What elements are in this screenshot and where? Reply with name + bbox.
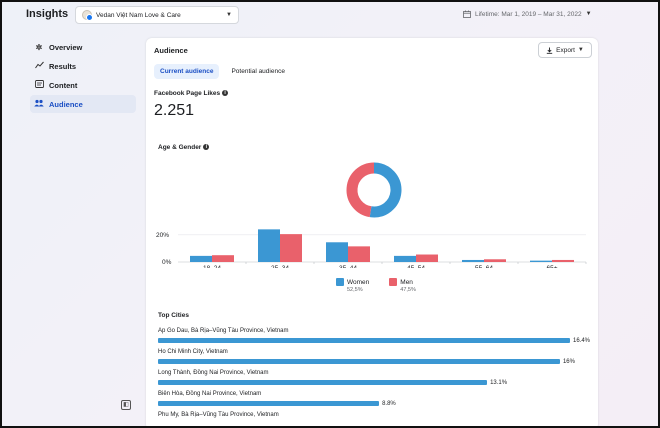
chevron-down-icon: ▼ [577, 47, 584, 53]
sidebar-item-label: Overview [49, 42, 83, 52]
legend-percent: 52,5% [347, 287, 363, 293]
city-row: Phu My, Bà Rịa–Vũng Tàu Province, Vietna… [158, 412, 279, 420]
info-icon[interactable]: i [203, 144, 210, 150]
bar-women [190, 255, 212, 262]
x-tick-label: 55–64 [475, 265, 493, 268]
donut-slice-women [369, 162, 402, 218]
legend-percent: 47,5% [400, 287, 416, 293]
y-tick-label: 20% [156, 232, 169, 239]
bar-men [348, 246, 370, 262]
city-bar [158, 380, 488, 385]
page-avatar [82, 10, 93, 21]
audience-panel: Audience Export ▼ Current audience Poten… [146, 38, 598, 428]
page-name: Vedan Việt Nam Love & Care [96, 11, 181, 19]
sidebar-item-label: Content [49, 80, 78, 90]
sidebar-item-label: Results [49, 61, 77, 71]
trend-icon [34, 61, 44, 71]
city-percent: 16% [562, 358, 575, 365]
x-tick-label: 25–34 [271, 265, 289, 268]
app-title: Insights [26, 8, 69, 20]
tab-current-audience[interactable]: Current audience [154, 64, 220, 79]
chevron-down-icon: ▼ [585, 11, 592, 17]
page-likes-text: Facebook Page Likes [154, 90, 221, 97]
chart-legend: Women 52,5% Men 47,5% [336, 278, 416, 293]
bar-women [326, 242, 348, 262]
date-range-picker[interactable]: Lifetime: Mar 1, 2019 – Mar 31, 2022 ▼ [463, 10, 592, 18]
sidebar-item-audience[interactable]: Audience [30, 95, 136, 113]
x-tick-label: 65+ [546, 265, 557, 268]
city-percent: 13.1% [490, 379, 508, 386]
bar-women [258, 229, 280, 262]
gender-donut-chart [346, 162, 402, 218]
collapse-sidebar-icon[interactable]: ◧ [121, 400, 131, 410]
city-row: Biên Hòa, Đồng Nai Province, Vietnam 8.8% [158, 391, 396, 407]
age-gender-bar-chart: 20% 0% 18–24 25–34 35–44 45–54 55–64 65+ [156, 229, 587, 268]
sidebar-item-content[interactable]: Content [30, 76, 136, 94]
bar-men [484, 259, 506, 262]
export-label: Export [556, 46, 575, 54]
top-bar: Insights Vedan Việt Nam Love & Care ▼ Li… [0, 0, 660, 30]
panel-title: Audience [154, 46, 188, 55]
city-name: Phu My, Bà Rịa–Vũng Tàu Province, Vietna… [158, 412, 279, 418]
sidebar-item-results[interactable]: Results [30, 57, 136, 75]
download-icon [546, 47, 553, 54]
tab-potential-audience[interactable]: Potential audience [231, 68, 285, 75]
city-name: Biên Hòa, Đồng Nai Province, Vietnam [158, 391, 262, 397]
legend-item-women: Women 52,5% [336, 278, 369, 293]
legend-label: Men [400, 278, 413, 286]
page-likes-value: 2.251 [154, 102, 195, 119]
city-name: Ho Chi Minh City, Vietnam [158, 349, 228, 355]
city-name: Long Thành, Đồng Nai Province, Vietnam [158, 370, 269, 376]
bar-women [394, 255, 416, 262]
bar-men [212, 255, 234, 262]
city-bar [158, 359, 560, 364]
info-icon[interactable]: i [222, 90, 229, 96]
calendar-icon [463, 10, 471, 18]
sparkle-icon: ✲ [35, 42, 43, 52]
date-range-label: Lifetime: Mar 1, 2019 – Mar 31, 2022 [475, 10, 582, 18]
export-button[interactable]: Export ▼ [538, 42, 592, 58]
bar-women [530, 260, 552, 262]
city-row: Ho Chi Minh City, Vietnam 16% [158, 349, 575, 365]
legend-swatch [336, 278, 344, 286]
city-name: Ap Go Dau, Bà Rịa–Vũng Tàu Province, Vie… [158, 328, 289, 334]
x-tick-label: 35–44 [339, 265, 357, 268]
city-row: Ap Go Dau, Bà Rịa–Vũng Tàu Province, Vie… [158, 328, 590, 344]
city-bar [158, 338, 570, 343]
legend-item-men: Men 47,5% [389, 278, 416, 293]
audience-tabs: Current audience Potential audience [154, 64, 291, 79]
x-tick-label: 18–24 [203, 265, 221, 268]
bar-women [462, 259, 484, 262]
legend-swatch [389, 278, 398, 286]
bar-men [280, 234, 302, 262]
city-row: Long Thành, Đồng Nai Province, Vietnam 13… [158, 370, 507, 386]
age-gender-text: Age & Gender [158, 144, 202, 151]
chevron-down-icon: ▼ [226, 12, 232, 18]
legend-label: Women [347, 278, 370, 286]
bar-men [552, 259, 574, 262]
top-cities-label: Top Cities [158, 312, 189, 319]
x-tick-label: 45–54 [407, 265, 425, 268]
bar-men [416, 254, 438, 262]
page-selector[interactable]: Vedan Việt Nam Love & Care ▼ [75, 6, 239, 24]
donut-slice-men [346, 162, 375, 218]
city-bar [158, 401, 380, 406]
age-gender-label: Age & Gender i [158, 144, 210, 151]
city-percent: 16.4% [573, 337, 591, 344]
content-icon [34, 80, 44, 90]
sidebar: ✲ Overview Results Content Audience [30, 38, 136, 114]
sidebar-item-label: Audience [49, 99, 83, 109]
page-likes-label: Facebook Page Likes i [154, 90, 229, 97]
city-percent: 8.8% [382, 400, 396, 407]
people-icon [34, 99, 44, 109]
sidebar-item-overview[interactable]: ✲ Overview [30, 38, 136, 56]
y-tick-label: 0% [162, 259, 172, 266]
